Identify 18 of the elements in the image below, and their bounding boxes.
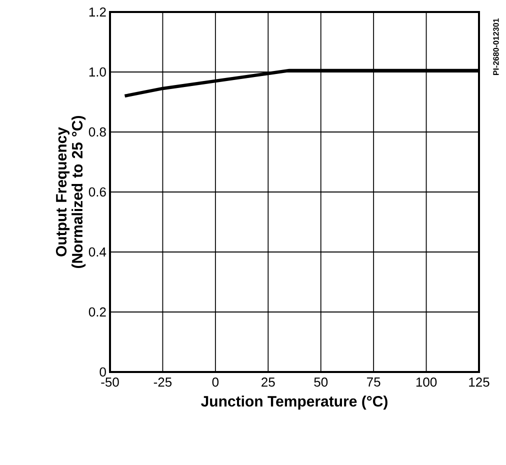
y-tick-label: 0.2 bbox=[88, 307, 106, 317]
x-tick-label: 0 bbox=[212, 378, 219, 387]
text: PI-2680-012301 bbox=[493, 18, 499, 76]
x-tick-label: 100 bbox=[416, 378, 437, 387]
x-tick-label: 25 bbox=[262, 378, 275, 387]
y-tick-label: 0 bbox=[100, 367, 106, 377]
y-axis-title: Output Frequency (Normalized to 25 °C) bbox=[56, 116, 86, 268]
x-tick-label: -25 bbox=[154, 378, 172, 387]
y-tick-label: 0.4 bbox=[88, 247, 106, 257]
y-tick-label: 0.8 bbox=[88, 127, 106, 137]
y-tick-label: 0.6 bbox=[88, 187, 106, 197]
x-tick-label: 125 bbox=[469, 378, 490, 387]
x-tick-label: 50 bbox=[314, 378, 328, 387]
y-tick-label: 1.2 bbox=[89, 7, 106, 17]
y-tick-label: 1.0 bbox=[89, 67, 106, 77]
x-axis-title: Junction Temperature (°C) bbox=[201, 396, 388, 410]
x-tick-label: -50 bbox=[101, 378, 119, 387]
x-tick-label: 75 bbox=[367, 378, 380, 387]
